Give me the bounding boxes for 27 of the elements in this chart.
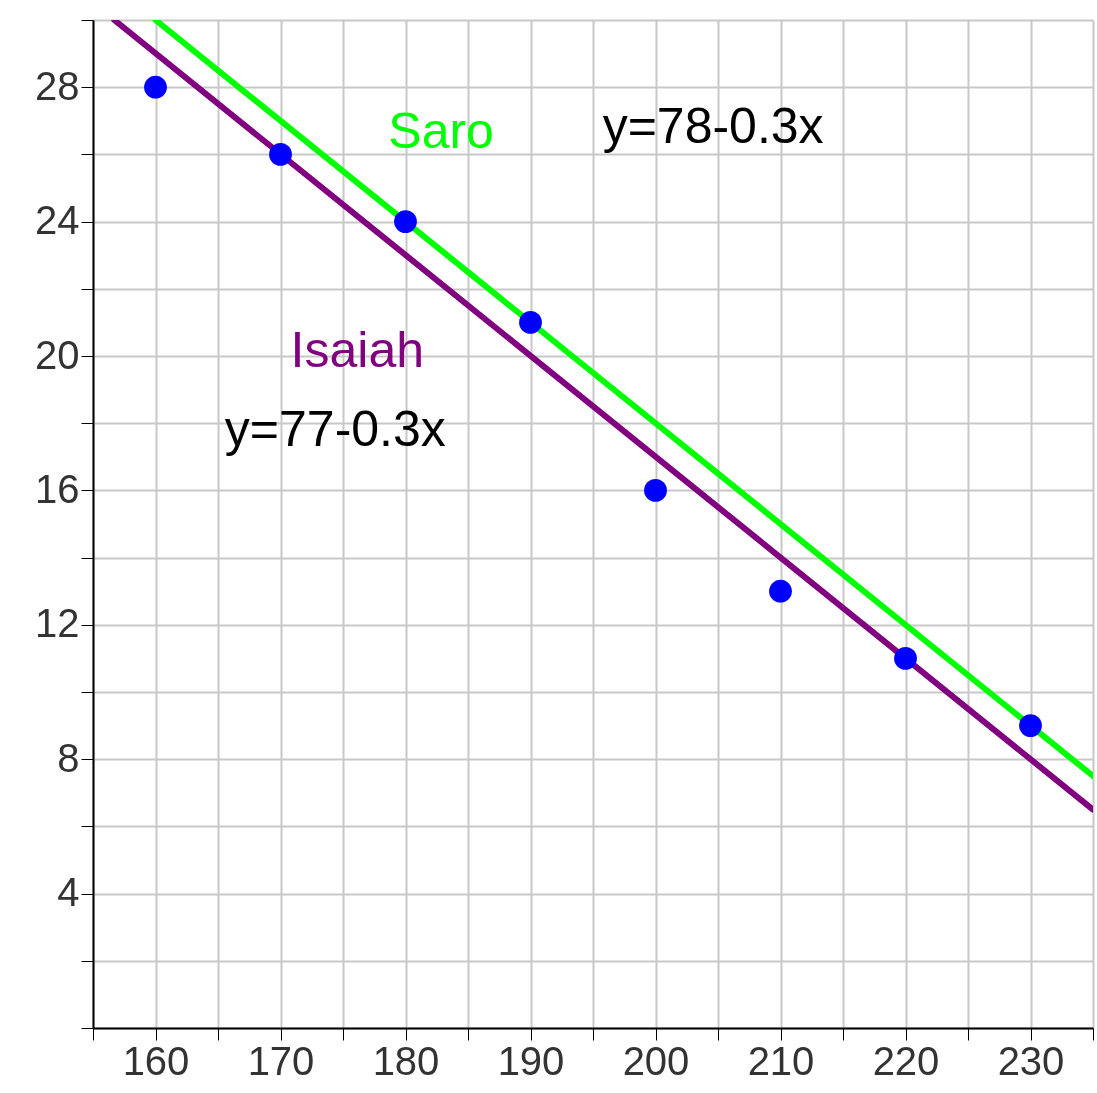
point — [644, 479, 667, 502]
x-tick-label: 160 — [122, 1038, 190, 1083]
series-label: Isaiah — [290, 321, 425, 378]
x-tick-label: 190 — [497, 1038, 565, 1083]
y-tick-label: 20 — [35, 332, 80, 377]
point — [1019, 714, 1042, 737]
x-tick-label: 220 — [872, 1038, 940, 1083]
point — [894, 647, 917, 670]
point — [769, 579, 792, 603]
y-tick-label: 24 — [35, 198, 80, 243]
annotation: y=77-0.3x — [224, 400, 446, 457]
y-tick-label: 8 — [57, 735, 80, 780]
y-tick-label: 28 — [35, 63, 80, 108]
point — [519, 311, 542, 334]
point — [269, 143, 292, 166]
point — [144, 75, 167, 99]
x-tick-label: 210 — [747, 1038, 815, 1083]
point — [394, 210, 417, 233]
x-tick-label: 200 — [622, 1038, 690, 1083]
annotation: y=78-0.3x — [602, 98, 824, 155]
series-label: Saro — [388, 103, 494, 160]
x-tick-label: 230 — [997, 1038, 1065, 1083]
y-tick-label: 4 — [57, 870, 80, 915]
x-tick-label: 180 — [372, 1038, 440, 1083]
y-tick-label: 12 — [35, 601, 80, 646]
x-tick-label: 170 — [247, 1038, 315, 1083]
y-tick-label: 16 — [35, 466, 80, 511]
